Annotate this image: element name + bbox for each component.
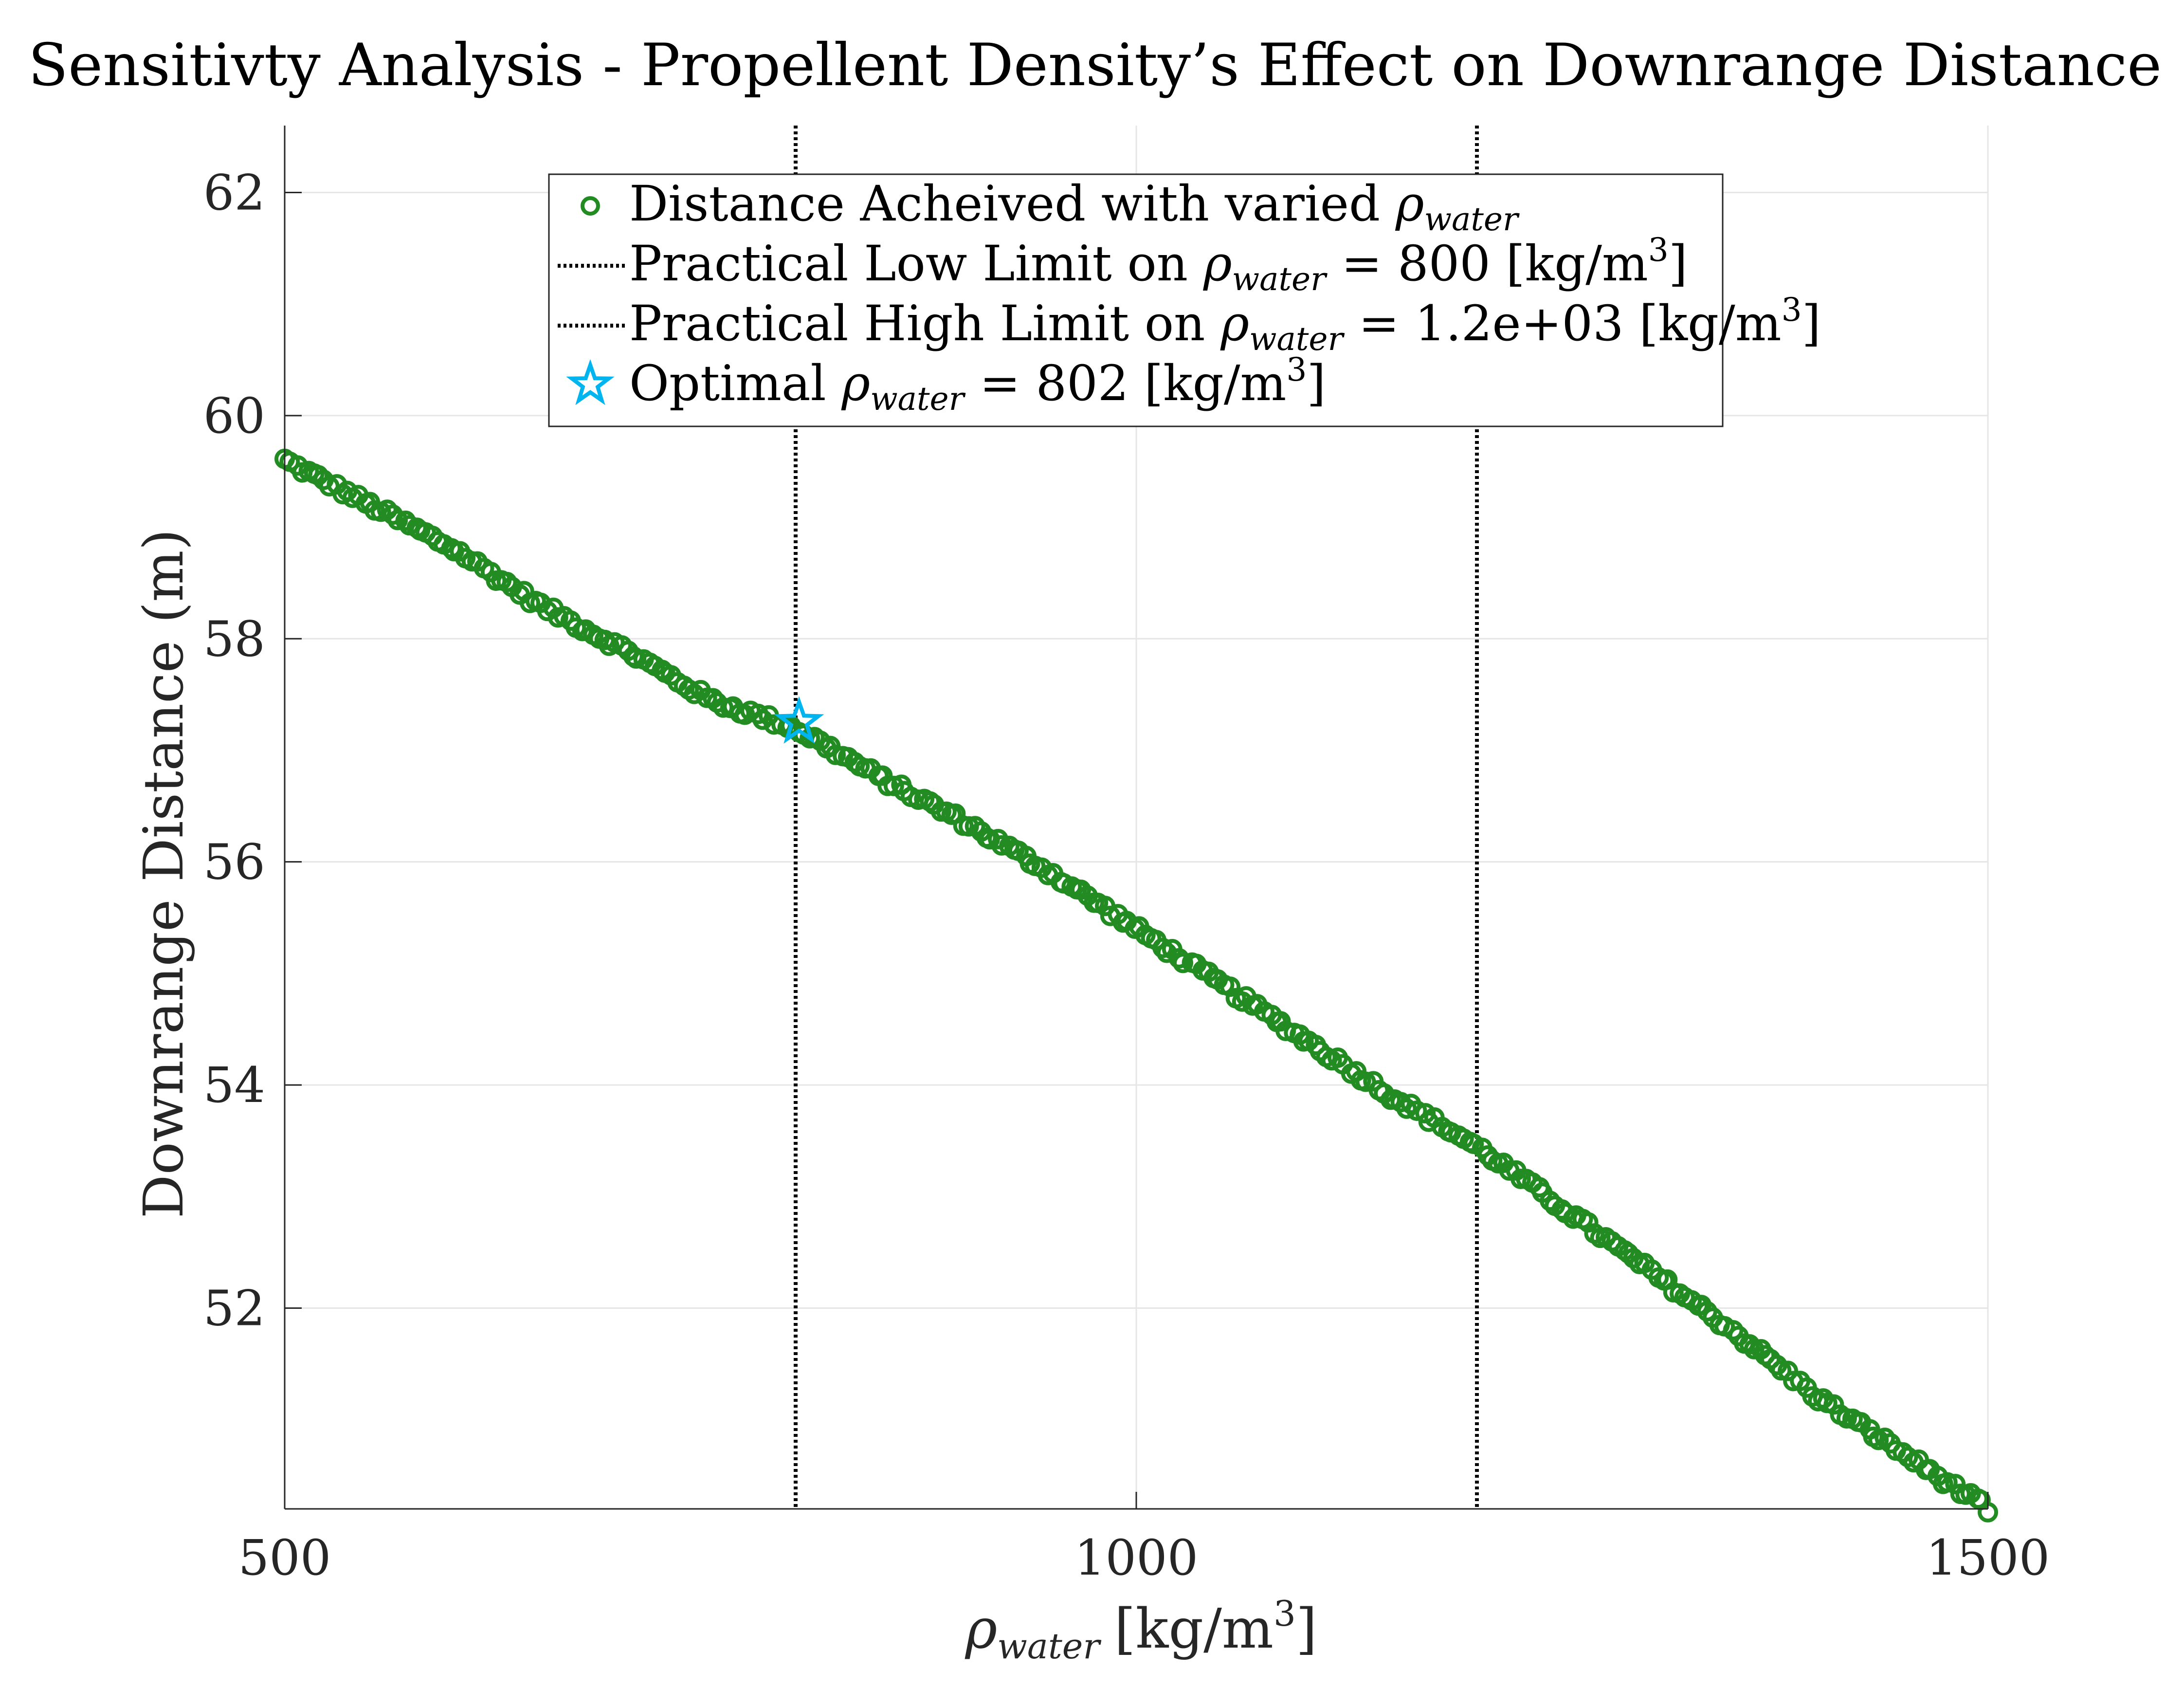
legend-box [548,173,1724,427]
x-axis-label-unit: [kg/m [1114,1597,1274,1661]
legend-marker-circle [581,196,600,216]
x-axis-label-sub: water [997,1626,1101,1667]
y-tick-label: 52 [203,1280,265,1337]
y-tick-label: 56 [203,834,265,891]
legend: Distance Acheived with varied ρwaterPrac… [548,173,1821,427]
data-point [387,510,408,531]
x-axis-label-sup: 3 [1274,1593,1296,1634]
legend-label: Practical Low Limit on ρwater = 800 [kg/… [629,231,1688,298]
x-tick-label: 1500 [1926,1529,2050,1586]
tick-layer: 500 1000 1500 52 54 56 58 60 62 [203,165,2050,1586]
legend-label: Distance Acheived with varied ρwater [629,175,1520,238]
legend-label: Optimal ρwater = 802 [kg/m3] [629,351,1326,418]
data-point [883,775,904,796]
legend-entry: Practical Low Limit on ρwater = 800 [kg/… [558,231,1688,298]
x-tick-label: 500 [238,1529,331,1586]
data-point [1406,1100,1427,1121]
legend-label: Practical High Limit on ρwater = 1.2e+03… [629,291,1821,358]
data-point [1777,1360,1798,1381]
x-axis-label-rho: ρ [965,1597,997,1661]
data-point [1739,1334,1760,1355]
x-axis-label-close: ] [1296,1597,1317,1661]
y-axis-label: Downrange Distance (m) [132,529,196,1218]
y-tick-label: 60 [203,387,265,444]
data-point [872,765,893,786]
y-tick-label: 58 [203,610,265,667]
legend-marker-star [566,359,615,405]
data-point [713,697,734,718]
data-point [1945,1474,1966,1495]
y-tick-label: 54 [203,1057,265,1114]
optimal-star [774,696,824,744]
x-axis-label: ρwater [kg/m3] [965,1593,1317,1667]
data-point [1937,1472,1958,1493]
legend-entry: Distance Acheived with varied ρwater [581,175,1520,238]
data-point [496,571,517,592]
x-tick-label: 1000 [1074,1529,1199,1586]
legend-entry: Optimal ρwater = 802 [kg/m3] [566,351,1326,418]
data-point [1173,953,1194,973]
data-layer [274,448,1998,1523]
chart-title: Sensitivty Analysis - Propellent Density… [28,32,2162,99]
y-tick-label: 62 [203,165,265,221]
legend-entry: Practical High Limit on ρwater = 1.2e+03… [558,291,1821,358]
data-point [1618,1243,1639,1264]
data-point [1396,1098,1417,1119]
